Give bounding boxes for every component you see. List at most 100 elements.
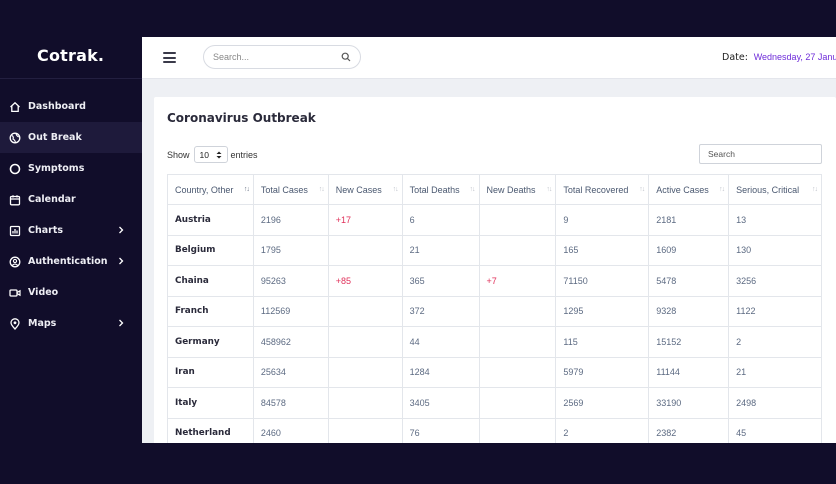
table-cell: 9328 xyxy=(648,295,730,327)
table-cell: 33190 xyxy=(648,387,730,419)
search-icon[interactable] xyxy=(341,52,351,62)
table-row: Iran 25634 1284 5979 11144 21 xyxy=(167,356,822,388)
date-value: Wednesday, 27 January xyxy=(753,52,836,62)
country-cell: Germany xyxy=(167,326,254,358)
country-cell: Netherland xyxy=(167,417,254,443)
table-cell: 44 xyxy=(401,326,480,358)
sidebar-divider xyxy=(0,78,142,79)
column-header-new-deaths[interactable]: New Deaths ↑↓ xyxy=(478,174,557,205)
chevron-right-icon xyxy=(119,257,124,265)
table-cell: 3256 xyxy=(728,265,822,297)
column-header-total-deaths[interactable]: Total Deaths ↑↓ xyxy=(401,174,480,205)
table-cell: 2569 xyxy=(555,387,650,419)
table-cell: 13 xyxy=(728,204,822,236)
sidebar-item-label: Charts xyxy=(28,225,64,236)
table-cell: 2 xyxy=(555,417,650,443)
user-circle-icon xyxy=(9,256,21,268)
table-cell: 1295 xyxy=(555,295,650,327)
table-cell xyxy=(478,204,557,236)
sort-updown-icon xyxy=(216,151,222,158)
show-label: Show xyxy=(167,149,190,160)
table-row: Netherland 2460 76 2 2382 45 xyxy=(167,417,822,443)
header-search xyxy=(203,45,361,69)
sort-icon: ↑↓ xyxy=(719,186,725,193)
sidebar-item-calendar[interactable]: Calendar xyxy=(0,184,142,215)
table-cell: 76 xyxy=(401,417,480,443)
table-cell: 1284 xyxy=(401,356,480,388)
table-row: Chaina 95263 +85 365 +7 71150 5478 3256 xyxy=(167,265,822,297)
column-header-active-cases[interactable]: Active Cases ↑↓ xyxy=(648,174,730,205)
table-cell: 365 xyxy=(401,265,480,297)
table-search-input[interactable] xyxy=(699,144,822,164)
country-cell: Chaina xyxy=(167,265,254,297)
sidebar-item-symptoms[interactable]: Symptoms xyxy=(0,153,142,184)
column-header-new-cases[interactable]: New Cases ↑↓ xyxy=(327,174,403,205)
column-header-country[interactable]: Country, Other ↑↓ xyxy=(167,174,254,205)
table-cell: 84578 xyxy=(252,387,329,419)
entries-select[interactable]: 10 xyxy=(193,146,228,163)
page-title: Coronavirus Outbreak xyxy=(167,111,316,125)
chart-icon xyxy=(9,225,21,237)
table-cell xyxy=(327,234,403,266)
table-cell xyxy=(327,356,403,388)
sidebar-item-label: Dashboard xyxy=(28,101,86,112)
table-cell: 5979 xyxy=(555,356,650,388)
country-cell: Belgium xyxy=(167,234,254,266)
sidebar-item-maps[interactable]: Maps xyxy=(0,308,142,339)
column-header-total-cases[interactable]: Total Cases ↑↓ xyxy=(252,174,329,205)
menu-toggle-icon[interactable] xyxy=(163,52,176,63)
country-cell: Austria xyxy=(167,204,254,236)
table-body: Austria 2196 +17 6 9 2181 13 Belgium 1795 21 165 16… xyxy=(167,204,822,443)
table-cell: 2382 xyxy=(648,417,730,443)
chevron-right-icon xyxy=(119,226,124,234)
video-icon xyxy=(9,287,21,299)
sidebar-item-label: Maps xyxy=(28,318,57,329)
table-cell xyxy=(478,295,557,327)
sidebar-item-label: Video xyxy=(28,287,59,298)
sidebar-item-dashboard[interactable]: Dashboard xyxy=(0,91,142,122)
column-header-serious-critical[interactable]: Serious, Critical ↑↓ xyxy=(728,174,822,205)
sidebar-item-video[interactable]: Video xyxy=(0,277,142,308)
sort-icon: ↑↓ xyxy=(546,186,552,193)
table-cell: 130 xyxy=(728,234,822,266)
outbreak-card: Coronavirus Outbreak Show 10 entries Cou… xyxy=(154,97,836,443)
country-cell: Franch xyxy=(167,295,254,327)
globe-icon xyxy=(9,132,21,144)
circle-icon xyxy=(9,163,21,175)
entries-value: 10 xyxy=(199,149,209,160)
app-logo[interactable]: Cotrak. xyxy=(37,46,105,65)
table-cell: 71150 xyxy=(555,265,650,297)
home-icon xyxy=(9,101,21,113)
table-cell xyxy=(478,326,557,358)
table-row: Italy 84578 3405 2569 33190 2498 xyxy=(167,387,822,419)
table-cell xyxy=(327,387,403,419)
date-display: Date: Wednesday, 27 January xyxy=(722,52,836,63)
column-header-total-recovered[interactable]: Total Recovered ↑↓ xyxy=(555,174,650,205)
table-header-row: Country, Other ↑↓ Total Cases ↑↓ New Cases… xyxy=(167,174,822,205)
sidebar-nav: Dashboard Out Break Symptoms Calendar Ch… xyxy=(0,91,142,339)
table-cell xyxy=(478,387,557,419)
sidebar-item-label: Authentication xyxy=(28,256,108,267)
sidebar-item-authentication[interactable]: Authentication xyxy=(0,246,142,277)
date-label: Date: xyxy=(722,52,748,63)
table-cell xyxy=(327,417,403,443)
search-input[interactable] xyxy=(213,50,333,64)
sort-icon: ↑↓ xyxy=(639,186,645,193)
sidebar-item-label: Calendar xyxy=(28,194,76,205)
country-cell: Iran xyxy=(167,356,254,388)
sidebar-item-outbreak[interactable]: Out Break xyxy=(0,122,142,153)
table-cell: 95263 xyxy=(252,265,329,297)
calendar-icon xyxy=(9,194,21,206)
table-cell xyxy=(478,417,557,443)
sidebar-item-charts[interactable]: Charts xyxy=(0,215,142,246)
table-cell: 21 xyxy=(401,234,480,266)
table-cell: 2498 xyxy=(728,387,822,419)
country-cell: Italy xyxy=(167,387,254,419)
table-cell: 25634 xyxy=(252,356,329,388)
table-cell: 21 xyxy=(728,356,822,388)
table-row: Franch 112569 372 1295 9328 1122 xyxy=(167,295,822,327)
main-content: Coronavirus Outbreak Show 10 entries Cou… xyxy=(142,79,836,443)
table-cell xyxy=(478,356,557,388)
top-bar: Date: Wednesday, 27 January xyxy=(142,37,836,79)
table-cell: 5478 xyxy=(648,265,730,297)
